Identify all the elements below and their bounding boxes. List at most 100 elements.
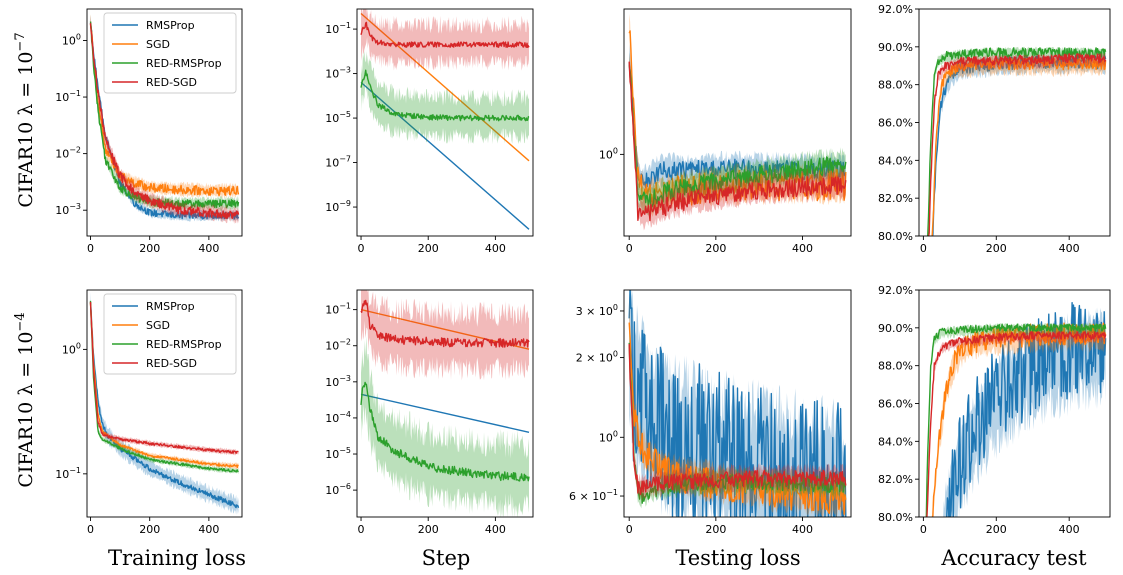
- y-tick-label: 10−9: [325, 199, 351, 214]
- series-rmsprop-line: [628, 62, 847, 189]
- legend-label-red-rmsprop: RED-RMSProp: [146, 57, 222, 70]
- series-sgd-line: [931, 322, 1107, 517]
- y-tick-label: 10−3: [325, 66, 351, 81]
- x-tick-label: 400: [792, 523, 813, 536]
- series-red-rmsprop-line: [89, 300, 239, 473]
- y-tick-label: 10−5: [325, 110, 351, 125]
- legend-label-sgd: SGD: [146, 38, 170, 51]
- x-tick-label: 0: [87, 523, 94, 536]
- series-sgd-line: [89, 302, 239, 469]
- y-tick-label: 10−1: [325, 302, 351, 317]
- series-rmsprop-line: [360, 81, 530, 230]
- series-red-sgd-line: [927, 53, 1107, 236]
- y-tick-label: 80.0%: [878, 230, 913, 243]
- y-tick-label: 92.0%: [878, 3, 913, 16]
- legend-label-red-sgd: RED-SGD: [146, 357, 197, 370]
- series-rmsprop-line: [628, 290, 847, 517]
- legend-label-rmsprop: RMSProp: [146, 19, 195, 32]
- series-red-rmsprop-line: [89, 21, 240, 209]
- series-red-rmsprop-line: [628, 342, 847, 504]
- y-tick-label: 10−5: [325, 446, 351, 461]
- x-tick-label: 400: [1059, 523, 1080, 536]
- y-tick-label: 10−1: [325, 21, 351, 36]
- y-tick-label: 10−1: [55, 89, 81, 104]
- series-red-sgd-band: [361, 290, 529, 381]
- series-red-rmsprop-line: [628, 64, 847, 210]
- x-tick-label: 200: [139, 523, 160, 536]
- x-tick-label: 0: [358, 523, 365, 536]
- series-red-rmsprop-line: [360, 69, 530, 122]
- panel-r1c2: 0 200 400 3 × 100 2 × 100 100 6 × 10−1: [569, 289, 852, 536]
- x-tick-label: 0: [920, 242, 927, 255]
- plot-area: [360, 9, 530, 230]
- y-tick-label: 100: [599, 146, 618, 161]
- panel-r0c3: 0 200 400 80.0% 82.0% 84.0% 86.0% 88.0% 90.0% 92.…: [878, 3, 1111, 255]
- series-sgd-line: [360, 12, 530, 162]
- series-rmsprop-band: [629, 43, 846, 198]
- legend-label-red-sgd: RED-SGD: [146, 76, 197, 89]
- y-tick-label: 10−7: [325, 155, 351, 170]
- x-tick-label: 0: [920, 523, 927, 536]
- series-red-rmsprop-band: [361, 50, 529, 145]
- y-tick-label: 90.0%: [878, 41, 913, 54]
- series-sgd-line: [628, 30, 847, 208]
- axes-frame: [918, 8, 1111, 237]
- x-tick-label: 0: [626, 242, 633, 255]
- y-tick-label: 92.0%: [878, 284, 913, 297]
- y-tick-label: 6 × 10−1: [569, 488, 618, 503]
- axes-frame: [356, 8, 534, 237]
- x-tick-label: 200: [986, 523, 1007, 536]
- x-tick-label: 400: [792, 242, 813, 255]
- series-red-sgd-band: [926, 330, 1106, 517]
- y-tick-label: 100: [62, 341, 81, 356]
- series-red-sgd-line: [360, 21, 530, 48]
- y-tick-label: 82.0%: [878, 473, 913, 486]
- series-rmsprop-band: [943, 307, 1106, 517]
- y-tick-label: 10−4: [325, 410, 351, 425]
- y-tick-label: 86.0%: [878, 398, 913, 411]
- x-tick-label: 400: [485, 242, 506, 255]
- series-red-sgd-band: [361, 9, 529, 71]
- legend: RMSProp SGD RED-RMSProp RED-SGD: [103, 12, 237, 94]
- series-red-sgd-line: [360, 299, 530, 348]
- x-tick-label: 400: [1059, 242, 1080, 255]
- plot-area: [89, 14, 240, 224]
- x-tick-label: 400: [485, 523, 506, 536]
- y-tick-label: 84.0%: [878, 435, 913, 448]
- plot-area: [360, 290, 530, 517]
- y-tick-label: 88.0%: [878, 360, 913, 373]
- y-tick-label: 10−6: [325, 482, 351, 497]
- plot-area: [628, 290, 847, 517]
- y-tick-label: 90.0%: [878, 322, 913, 335]
- x-tick-label: 200: [705, 523, 726, 536]
- y-tick-label: 100: [599, 429, 618, 444]
- x-tick-label: 200: [418, 523, 439, 536]
- panel-r0c1: 0 200 400 10−1 10−3 10−5 10−7 10−9: [325, 8, 534, 255]
- panel-r1c0: 0 200 400 100 10−1 RMSProp SGD RED-RMSProp RED-S…: [55, 289, 243, 536]
- y-tick-label: 3 × 100: [576, 303, 618, 318]
- x-tick-label: 0: [358, 242, 365, 255]
- plot-area: [925, 302, 1107, 517]
- plot-area: [927, 46, 1107, 236]
- panel-r0c2: 0 200 400 100: [599, 8, 852, 255]
- x-tick-label: 0: [87, 242, 94, 255]
- series-rmsprop-band: [90, 292, 239, 515]
- series-red-sgd-line: [628, 61, 847, 222]
- legend-box: [103, 12, 237, 94]
- series-rmsprop-band: [932, 54, 1106, 236]
- column-title-step: Step: [422, 546, 471, 570]
- axes-frame: [623, 8, 852, 237]
- panel-r0c0: 0 200 400 100 10−1 10−2 10−3 RMSProp SGD RED-RMSP…: [55, 8, 243, 255]
- series-rmsprop-line: [360, 393, 530, 433]
- x-tick-label: 0: [626, 523, 633, 536]
- y-tick-label: 88.0%: [878, 79, 913, 92]
- legend-label-red-rmsprop: RED-RMSProp: [146, 338, 222, 351]
- series-red-sgd-line: [925, 331, 1107, 517]
- legend-label-rmsprop: RMSProp: [146, 300, 195, 313]
- y-tick-label: 100: [62, 32, 81, 47]
- y-tick-label: 84.0%: [878, 154, 913, 167]
- y-tick-label: 10−3: [325, 374, 351, 389]
- series-red-rmsprop-band: [629, 52, 846, 217]
- series-red-rmsprop-line: [925, 323, 1107, 517]
